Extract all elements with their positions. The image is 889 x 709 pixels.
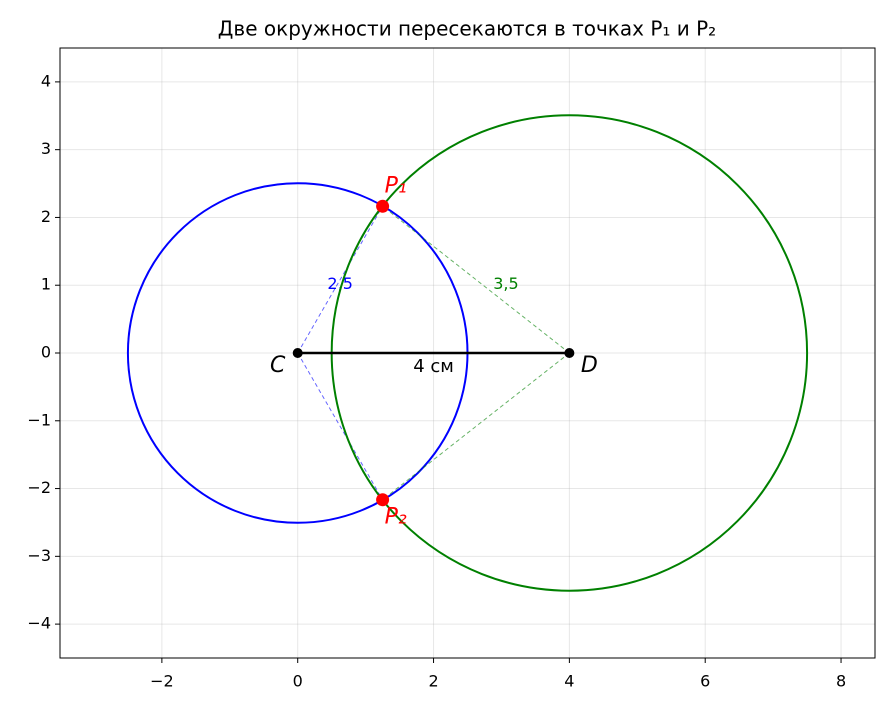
- point: [376, 199, 390, 213]
- x-tick-label: 6: [700, 672, 710, 691]
- y-tick-label: −3: [27, 546, 51, 565]
- y-tick-label: 1: [41, 275, 51, 294]
- point: [376, 493, 390, 507]
- point-label: C: [270, 353, 286, 378]
- y-tick-label: 0: [41, 343, 51, 362]
- radius-label: 3,5: [493, 274, 518, 293]
- chart-title: Две окружности пересекаются в точках P₁ …: [218, 17, 716, 41]
- x-tick-label: 4: [564, 672, 574, 691]
- radius-line: [297, 206, 384, 354]
- x-tick-label: 2: [428, 672, 438, 691]
- y-tick-label: 4: [41, 71, 51, 90]
- plot-frame: [59, 47, 876, 659]
- radius-line: [382, 352, 570, 501]
- y-tick-label: −4: [27, 614, 51, 633]
- point-label: D: [581, 353, 598, 378]
- x-tick-label: 8: [836, 672, 846, 691]
- radius-line: [297, 352, 384, 500]
- y-tick-label: −1: [27, 410, 51, 429]
- point: [292, 348, 303, 358]
- y-tick-label: 2: [41, 207, 51, 226]
- point: [564, 348, 575, 358]
- segment-label: 4 см: [413, 356, 454, 377]
- x-tick-label: −2: [150, 672, 174, 691]
- point-label: P₁: [385, 173, 407, 198]
- radius-label: 2,5: [327, 274, 352, 293]
- x-tick-label: 0: [293, 672, 303, 691]
- y-tick-label: 3: [41, 139, 51, 158]
- radius-line: [382, 205, 570, 354]
- y-tick-label: −2: [27, 478, 51, 497]
- point-label: P₂: [385, 505, 407, 530]
